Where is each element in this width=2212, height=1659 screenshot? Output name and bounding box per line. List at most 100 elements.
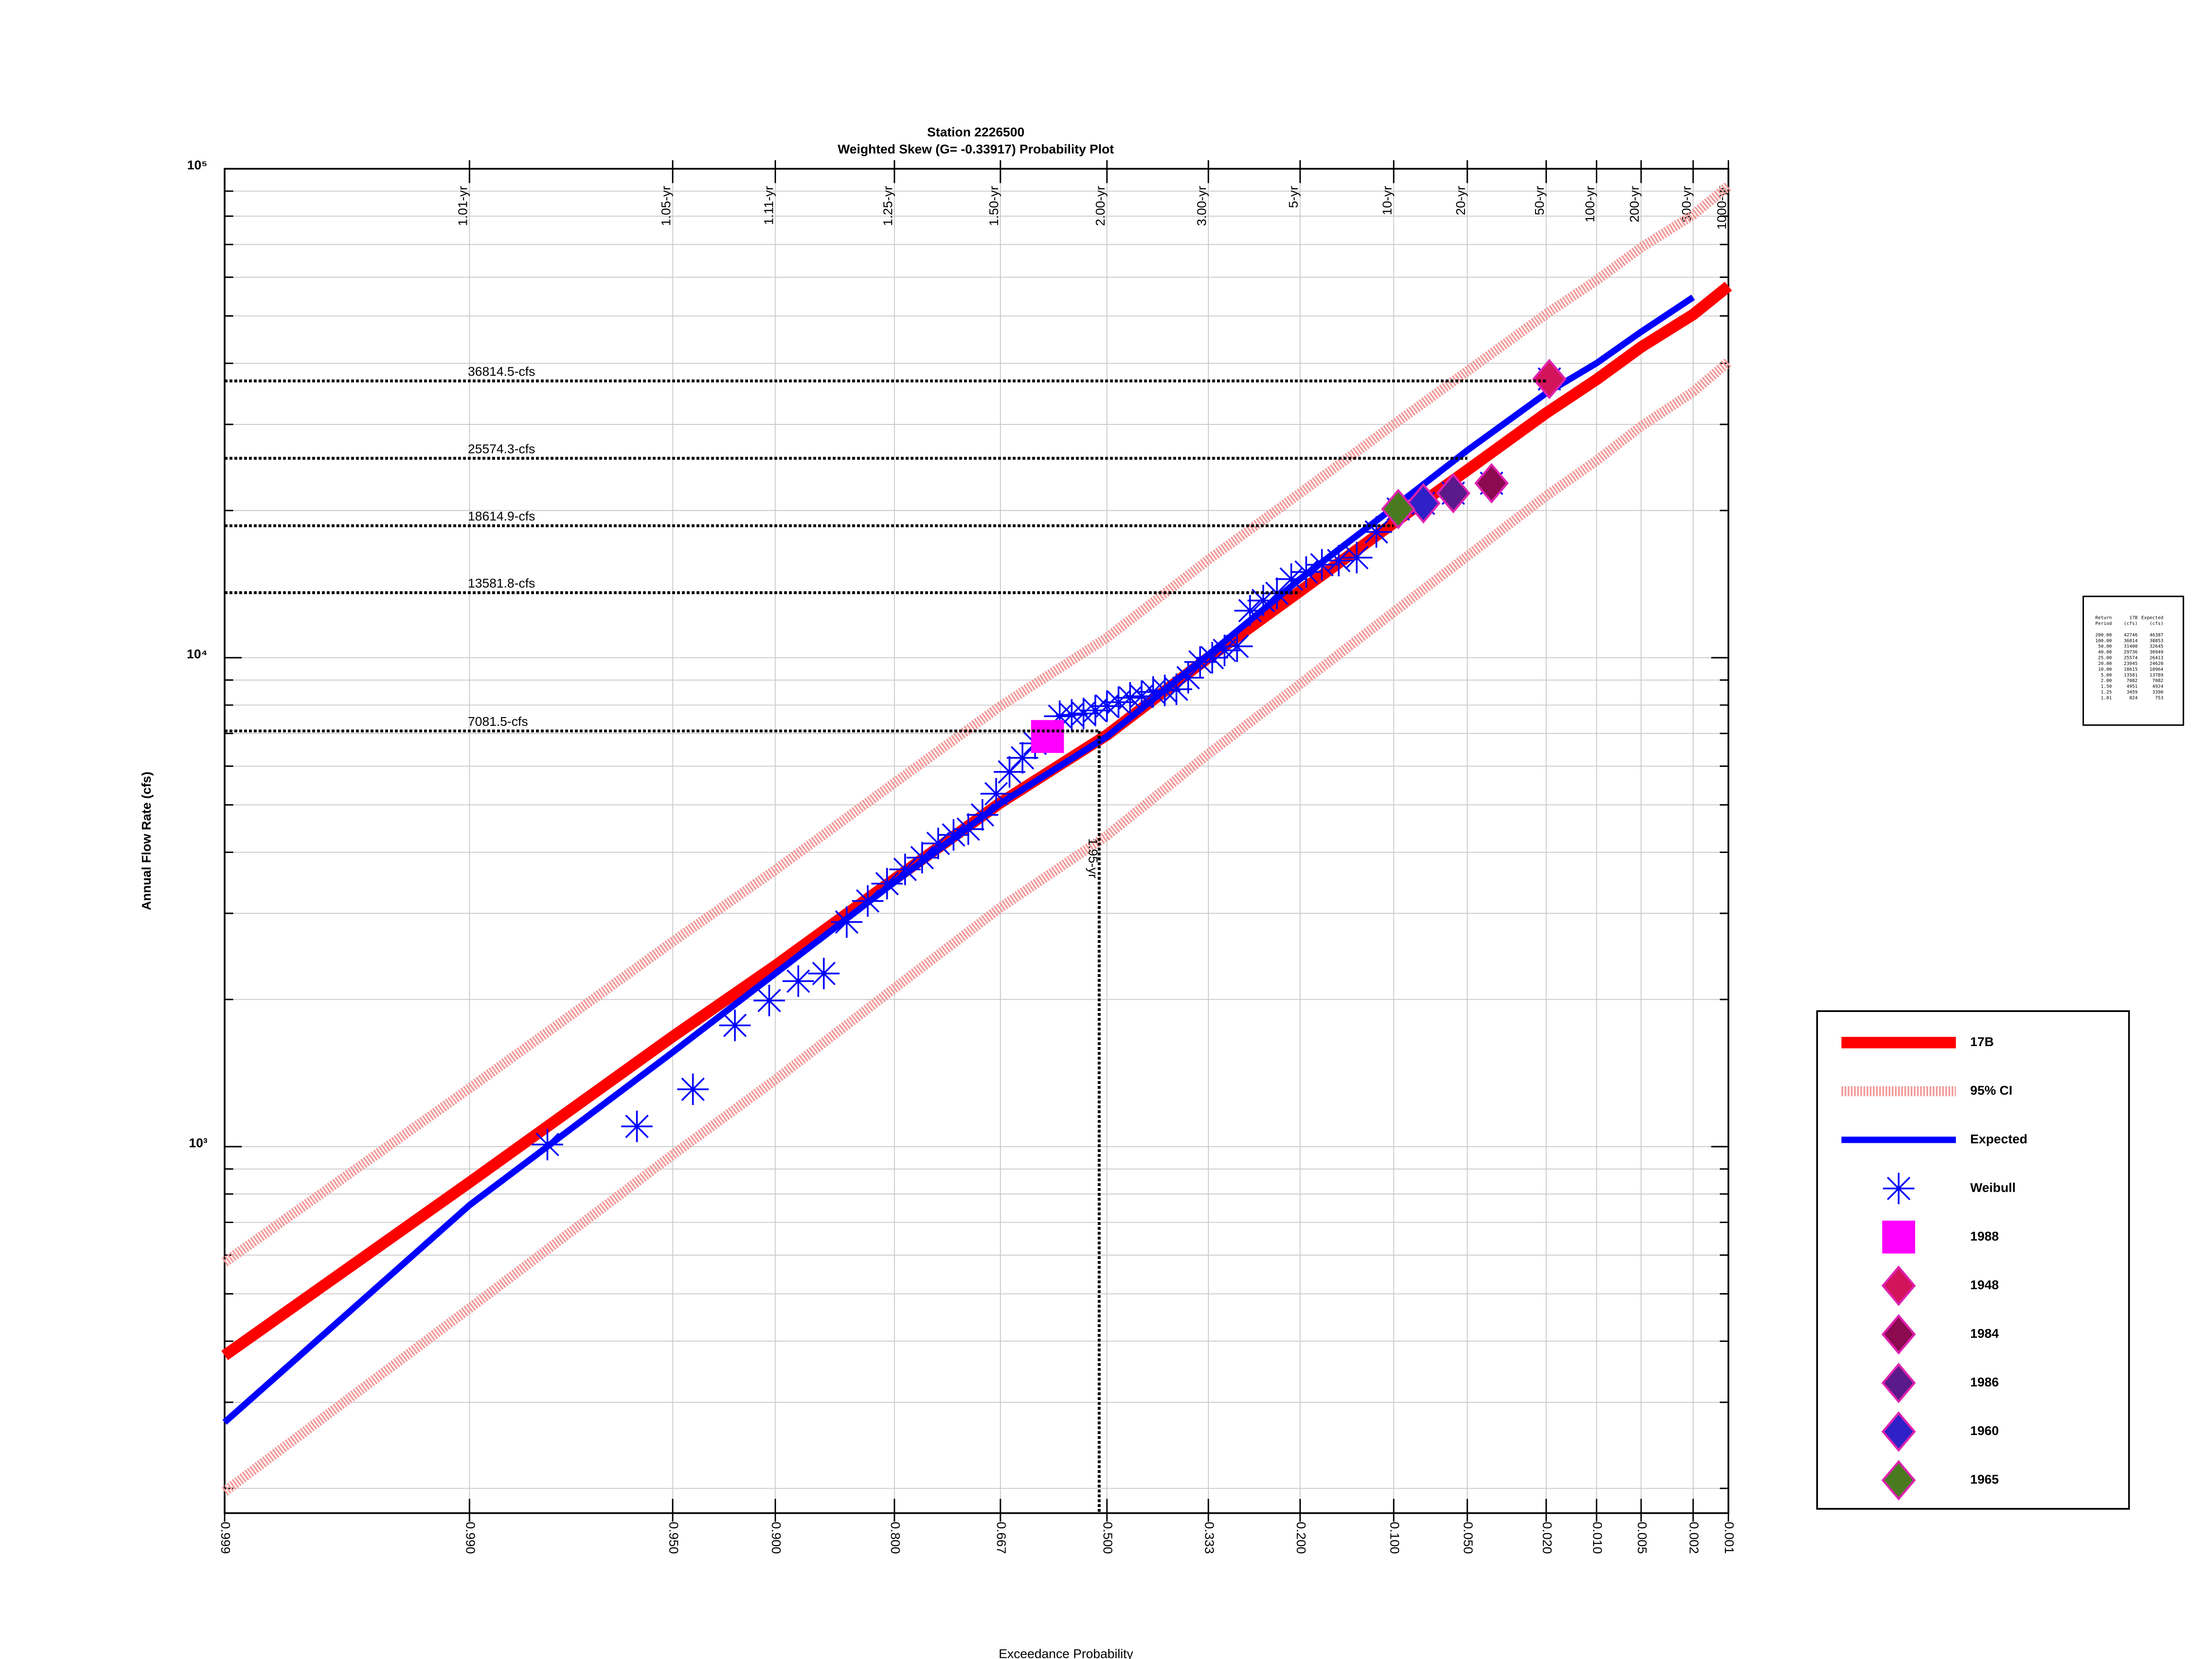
diamond-marker — [1381, 488, 1416, 529]
table-cell: 30949 — [2150, 650, 2164, 655]
x2-tick-label: 200-yr — [1627, 186, 1641, 222]
legend-label: Weibull — [1970, 1180, 2016, 1194]
diamond-marker — [1436, 473, 1471, 514]
diamond-marker — [1406, 483, 1441, 524]
x2-tick-label: 3.00-yr — [1194, 186, 1209, 226]
x-tick-label: 0.005 — [1635, 1522, 1649, 1554]
table-cell: 753 — [2155, 695, 2164, 700]
asterisk-marker — [621, 1111, 653, 1142]
asterisk-marker — [1360, 516, 1392, 548]
table-cell: 13789 — [2150, 673, 2164, 678]
asterisk-marker — [782, 965, 814, 997]
reference-label: 1.95-yr — [1086, 838, 1100, 878]
asterisk-marker — [871, 868, 903, 900]
legend-label: 17B — [1970, 1035, 1994, 1049]
table-cell: 824 — [2130, 695, 2138, 700]
legend-swatch — [1881, 1363, 1916, 1403]
table-cell: 18964 — [2150, 667, 2164, 672]
reference-label: 18614.9-cfs — [468, 509, 535, 524]
table-cell: 40.00 — [2098, 650, 2112, 655]
asterisk-marker — [852, 885, 884, 917]
asterisk-marker — [1044, 700, 1076, 732]
asterisk-marker — [938, 819, 970, 851]
x2-tick-label: 20-yr — [1453, 186, 1468, 215]
x2-tick-label: 1.01-yr — [456, 186, 470, 226]
table-cell: 24620 — [2150, 661, 2164, 666]
table-cell: 4951 — [2127, 684, 2138, 689]
table-cell: 25574 — [2124, 656, 2138, 661]
table-cell: 23945 — [2124, 661, 2138, 666]
asterisk-marker — [922, 828, 954, 859]
table-cell: 36814 — [2124, 638, 2138, 643]
table-cell: 5.00 — [2101, 673, 2112, 678]
table-header: Expected — [2141, 616, 2164, 621]
asterisk-marker — [1172, 662, 1204, 694]
asterisk-marker — [1290, 556, 1322, 588]
reference-label: 36814.5-cfs — [468, 364, 535, 378]
legend-swatch — [1881, 1265, 1916, 1306]
asterisk-marker — [1126, 680, 1158, 712]
x-tick-label: 0.500 — [1101, 1522, 1115, 1554]
asterisk-marker — [1209, 635, 1241, 666]
x-tick-label: 0.020 — [1540, 1522, 1554, 1554]
table-cell: 1.01 — [2101, 695, 2112, 700]
table-cell: 25.00 — [2098, 656, 2112, 661]
y-tick-label: 10⁵ — [187, 158, 207, 172]
y-tick-label: 10⁴ — [187, 647, 207, 661]
x2-tick-label: 5-yr — [1286, 186, 1300, 208]
table-cell: 18615 — [2124, 667, 2138, 672]
x-tick-label: 0.667 — [994, 1522, 1009, 1554]
reference-label: 25574.3-cfs — [468, 441, 535, 456]
y-axis-label: Annual Flow Rate (cfs) — [139, 771, 153, 910]
asterisk-marker — [1102, 686, 1135, 718]
x-tick-label: 0.010 — [1590, 1522, 1605, 1554]
table-cell: 46387 — [2150, 633, 2164, 638]
table-cell: 29736 — [2124, 650, 2138, 655]
asterisk-marker — [1275, 563, 1307, 595]
table-cell: 10.00 — [2098, 667, 2112, 672]
table-cell: 4924 — [2153, 684, 2164, 689]
asterisk-marker — [677, 1073, 709, 1105]
legend-box — [1816, 1010, 2130, 1510]
asterisk-marker — [1234, 594, 1266, 627]
legend-label: 1988 — [1970, 1229, 1999, 1243]
asterisk-marker — [1184, 646, 1216, 678]
asterisk-marker — [966, 799, 999, 831]
asterisk-marker — [953, 813, 984, 845]
asterisk-marker — [808, 958, 840, 989]
chart-subtitle: Weighted Skew (G= -0.33917) Probability … — [838, 142, 1114, 156]
legend-label: 1984 — [1970, 1326, 1999, 1341]
asterisk-marker — [831, 906, 863, 938]
table-cell: 20.00 — [2098, 661, 2112, 666]
table-cell: 2.00 — [2101, 678, 2112, 683]
x-tick-label: 0.100 — [1388, 1522, 1402, 1554]
asterisk-marker — [1006, 742, 1038, 774]
x-tick-label: 0.002 — [1687, 1522, 1701, 1554]
legend-swatch — [1882, 1220, 1915, 1254]
table-header: (cfs) — [2150, 621, 2164, 626]
table-cell: 38853 — [2150, 638, 2164, 643]
legend-swatch — [1883, 1172, 1915, 1205]
asterisk-marker — [753, 984, 785, 1017]
table-header: 17B — [2130, 616, 2138, 621]
table-cell: 26413 — [2150, 656, 2164, 661]
asterisk-marker — [1068, 698, 1100, 729]
legend-label: Expected — [1970, 1132, 2027, 1146]
asterisk-marker — [889, 853, 921, 885]
asterisk-marker — [1221, 630, 1253, 662]
ci-line — [222, 182, 1732, 1267]
table-cell: 32645 — [2150, 644, 2164, 649]
diamond-marker — [1532, 359, 1567, 400]
table-cell: 13581 — [2124, 673, 2138, 678]
asterisk-marker — [980, 778, 1012, 810]
asterisk-marker — [1056, 699, 1088, 731]
x-tick-label: 0.800 — [888, 1522, 902, 1554]
plot-frame — [224, 168, 1730, 1514]
x-tick-label: 0.050 — [1461, 1522, 1476, 1554]
x-tick-label: 0.333 — [1202, 1522, 1217, 1554]
legend-swatch — [1881, 1411, 1916, 1452]
asterisk-marker — [1341, 541, 1373, 574]
chart-title: Station 2226500 — [927, 125, 1024, 139]
x2-tick-label: 1.50-yr — [987, 186, 1001, 226]
